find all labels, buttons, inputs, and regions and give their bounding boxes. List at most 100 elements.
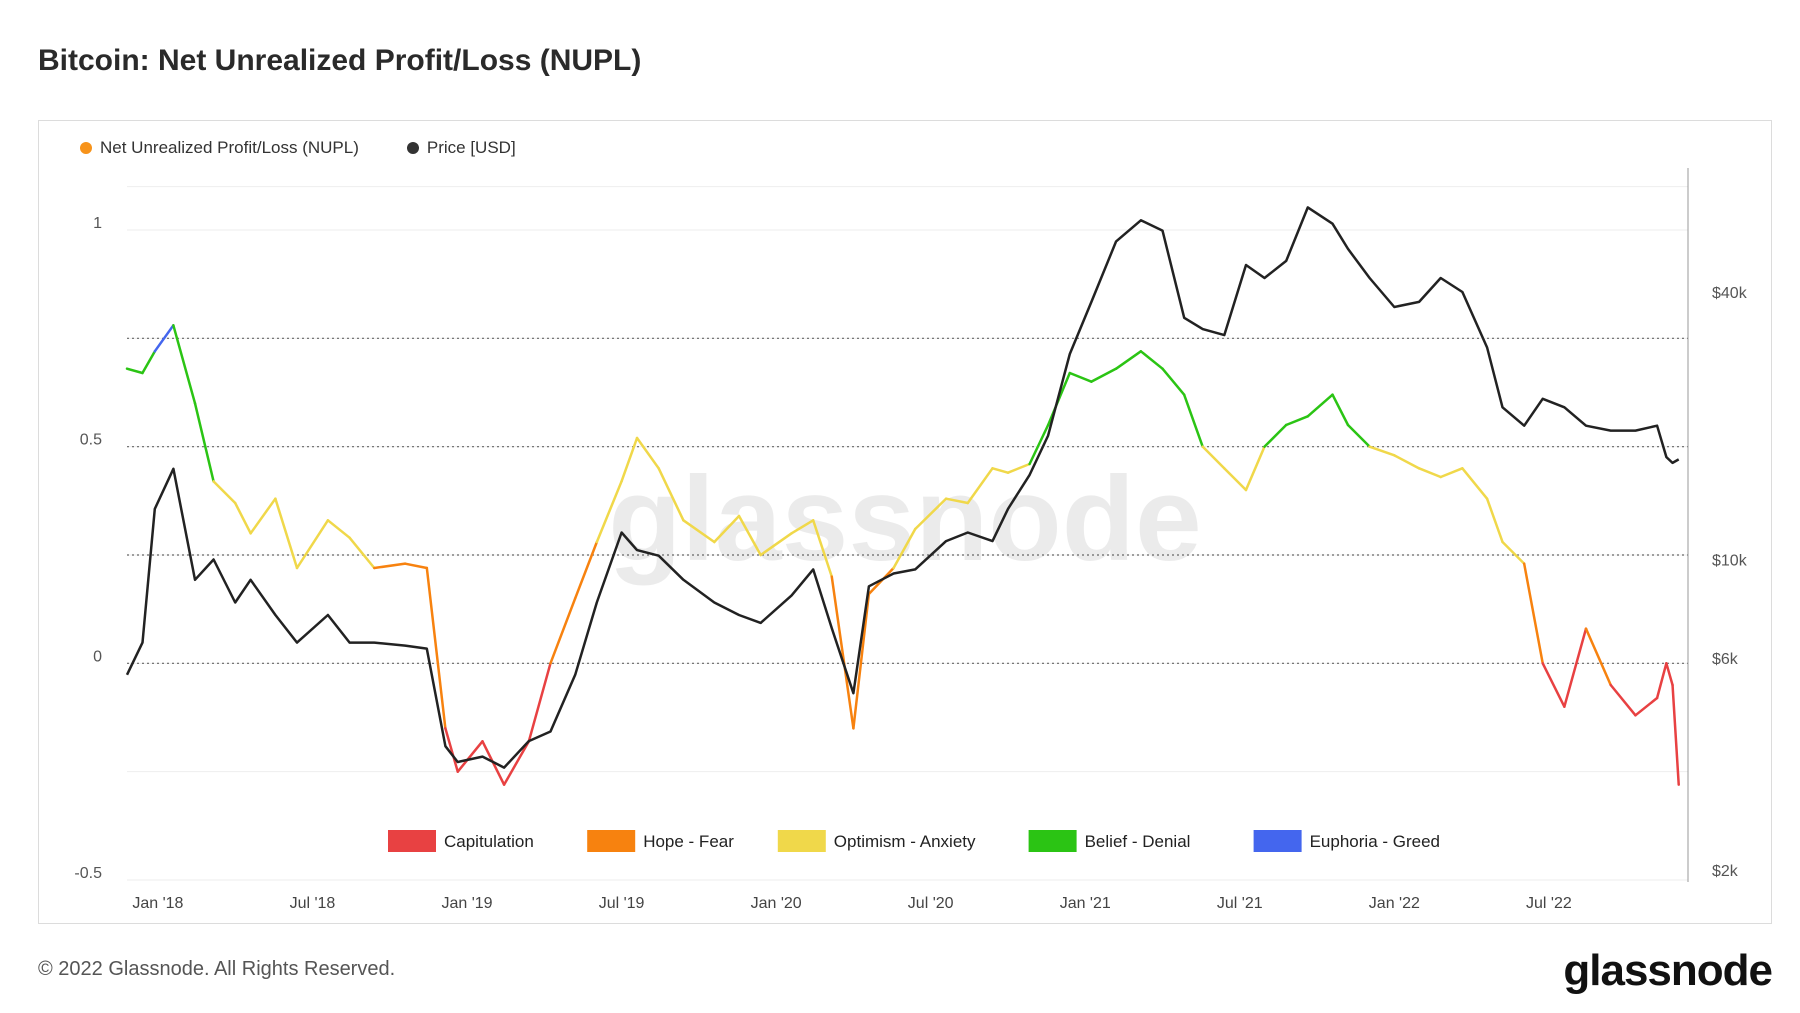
- x-tick-label: Jan '22: [1369, 895, 1420, 912]
- chart-frame: [38, 120, 1772, 924]
- watermark-text: glassnode: [608, 452, 1202, 586]
- nupl-line-segment: [1263, 423, 1288, 448]
- nupl-line-segment: [1665, 662, 1674, 687]
- nupl-line-segment: [892, 527, 917, 570]
- nupl-line-segment: [425, 566, 447, 730]
- nupl-line-segment: [790, 519, 815, 535]
- nupl-line-segment: [274, 497, 299, 570]
- nupl-line-segment: [1485, 497, 1504, 544]
- zone-label: Capitulation: [444, 832, 534, 851]
- nupl-line-segment: [326, 519, 351, 539]
- zone-legend-item[interactable]: Capitulation: [388, 830, 534, 852]
- nupl-line-segment: [1461, 467, 1489, 500]
- glassnode-logo[interactable]: glassnode: [1563, 946, 1773, 995]
- nupl-line-segment: [1417, 467, 1442, 479]
- nupl-line-segment: [620, 436, 639, 483]
- nupl-line-segment: [1161, 367, 1186, 396]
- nupl-line-segment: [573, 540, 599, 600]
- x-tick-label: Jan '18: [132, 895, 183, 912]
- x-tick-label: Jan '20: [751, 895, 802, 912]
- nupl-line-segment: [1306, 393, 1334, 418]
- y-right-tick-label: $6k: [1712, 651, 1739, 668]
- nupl-line-segment: [1522, 562, 1544, 665]
- zone-swatch: [388, 830, 436, 852]
- zone-label: Optimism - Anxiety: [834, 832, 976, 851]
- nupl-line-segment: [348, 536, 376, 570]
- zone-label: Euphoria - Greed: [1310, 832, 1440, 851]
- nupl-line-segment: [141, 350, 157, 375]
- nupl-line-segment: [830, 575, 855, 730]
- nupl-line-segment: [1563, 627, 1588, 708]
- nupl-line-segment: [1139, 350, 1164, 370]
- x-tick-label: Jan '19: [441, 895, 492, 912]
- price-legend-dot: [406, 142, 419, 154]
- nupl-line-segment: [852, 592, 871, 730]
- legend-item-price[interactable]: Price [USD]: [406, 138, 516, 158]
- nupl-line-segment: [1346, 423, 1371, 448]
- nupl-line-segment: [212, 480, 237, 505]
- x-tick-label: Jan '21: [1060, 895, 1111, 912]
- zone-label: Belief - Denial: [1085, 832, 1191, 851]
- nupl-line-segment: [713, 514, 741, 544]
- nupl-line-segment: [811, 519, 834, 578]
- zone-legend-item[interactable]: Belief - Denial: [1028, 830, 1191, 852]
- legend-label-nupl: Net Unrealized Profit/Loss (NUPL): [100, 138, 359, 157]
- x-tick-label: Jul '20: [908, 895, 954, 912]
- nupl-line-segment: [966, 467, 994, 505]
- nupl-line-segment: [249, 497, 277, 535]
- nupl-line-segment: [1655, 662, 1668, 700]
- nupl-line-segment: [1006, 462, 1031, 474]
- chart-title: Bitcoin: Net Unrealized Profit/Loss (NUP…: [38, 44, 642, 77]
- nupl-line-segment: [456, 740, 484, 773]
- y-left-tick-label: -0.5: [74, 865, 102, 882]
- nupl-line-segment: [1331, 393, 1350, 427]
- legend-label-price: Price [USD]: [426, 138, 516, 157]
- y-left-tick-label: 0.5: [80, 432, 102, 449]
- nupl-line-segment: [125, 367, 144, 375]
- nupl-line-segment: [1114, 350, 1143, 370]
- nupl-line-segment: [682, 519, 716, 544]
- nupl-line-segment: [1393, 454, 1421, 470]
- nupl-line-segment: [295, 519, 330, 570]
- nupl-line-segment: [1671, 683, 1680, 786]
- zone-legend-item[interactable]: Optimism - Anxiety: [777, 830, 976, 852]
- top-legend: Net Unrealized Profit/Loss (NUPL) Price …: [80, 138, 516, 158]
- nupl-line-segment: [193, 402, 215, 483]
- x-tick-label: Jul '22: [1526, 895, 1572, 912]
- nupl-line-segment: [403, 562, 429, 570]
- zone-label: Hope - Fear: [643, 832, 734, 851]
- zone-swatch: [1253, 830, 1302, 852]
- nupl-line-segment: [172, 324, 197, 405]
- nupl-line-segment: [759, 532, 793, 557]
- y-left-tick-label: 0: [93, 648, 102, 665]
- y-left-tick-label: 1: [93, 215, 102, 232]
- nupl-line-segment: [1090, 367, 1118, 383]
- nupl-line-segment: [657, 467, 685, 522]
- nupl-line-segment: [1584, 627, 1612, 687]
- nupl-line-segment: [1439, 467, 1464, 479]
- y-right-tick-label: $2k: [1712, 863, 1739, 880]
- x-tick-label: Jul '18: [290, 895, 336, 912]
- nupl-line-segment: [737, 514, 762, 557]
- x-tick-label: Jul '19: [599, 895, 645, 912]
- price-line: [125, 206, 1680, 769]
- nupl-line-segment: [1244, 445, 1266, 492]
- nupl-line-segment: [233, 501, 252, 535]
- nupl-line-segment: [444, 727, 459, 773]
- zone-swatch: [1028, 830, 1077, 852]
- nupl-line-segment: [1284, 415, 1310, 427]
- nupl-line-segment: [373, 562, 407, 570]
- zone-legend-item[interactable]: Hope - Fear: [587, 830, 734, 852]
- nupl-line-segment: [1068, 371, 1093, 383]
- copyright-footer: © 2022 Glassnode. All Rights Reserved.: [38, 958, 396, 980]
- legend-item-nupl[interactable]: Net Unrealized Profit/Loss (NUPL): [80, 138, 359, 158]
- nupl-line-segment: [635, 436, 660, 470]
- nupl-line-segment: [1223, 467, 1248, 492]
- x-tick-label: Jul '21: [1217, 895, 1263, 912]
- nupl-line-segment: [595, 480, 623, 544]
- zone-legend-item[interactable]: Euphoria - Greed: [1253, 830, 1440, 852]
- nupl-line-segment: [991, 467, 1010, 474]
- nupl-line-segment: [527, 662, 552, 743]
- nupl-line-segment: [913, 497, 948, 531]
